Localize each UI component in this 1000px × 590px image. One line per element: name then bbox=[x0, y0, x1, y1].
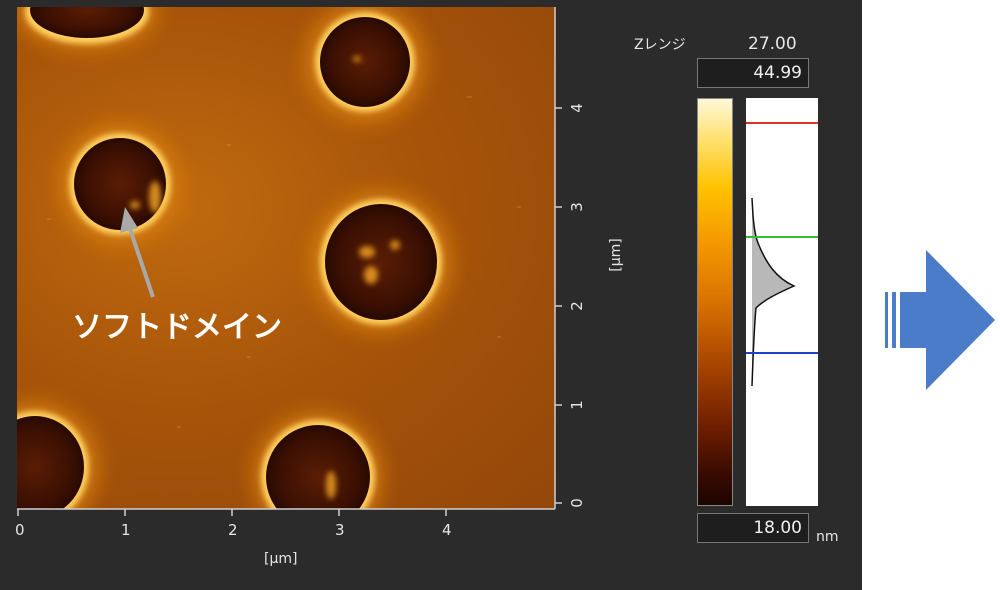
right-arrow-icon bbox=[885, 250, 995, 390]
afm-viewer-panel: ソフトドメイン 0 1 2 3 4 [μm] 0 1 bbox=[0, 0, 862, 590]
x-tick-label: 4 bbox=[442, 521, 452, 539]
z-max-field[interactable]: 44.99 bbox=[697, 58, 809, 88]
x-tick-label: 0 bbox=[15, 521, 25, 539]
x-tick-label: 3 bbox=[335, 521, 345, 539]
z-min-field[interactable]: 18.00 bbox=[697, 513, 809, 543]
afm-topography-image[interactable]: ソフトドメイン bbox=[17, 7, 555, 509]
height-histogram[interactable] bbox=[746, 98, 818, 506]
pointer-arrow-icon bbox=[120, 207, 155, 298]
y-axis-unit: [μm] bbox=[608, 238, 624, 271]
z-range-label: Zレンジ bbox=[634, 37, 686, 53]
y-tick-label: 2 bbox=[568, 301, 586, 311]
soft-domain-label: ソフトドメイン bbox=[72, 310, 282, 345]
x-tick-label: 2 bbox=[228, 521, 238, 539]
x-tick-label: 1 bbox=[121, 521, 131, 539]
y-tick-label: 1 bbox=[568, 400, 586, 410]
y-tick-label: 0 bbox=[568, 498, 586, 508]
soft-domain-shapes bbox=[17, 7, 437, 509]
x-axis-ticks: 0 1 2 3 4 bbox=[15, 521, 452, 539]
z-range-value: 27.00 bbox=[748, 34, 797, 54]
y-tick-label: 4 bbox=[568, 103, 586, 113]
histogram-svg bbox=[746, 122, 818, 387]
afm-image-svg: ソフトドメイン bbox=[17, 7, 521, 509]
height-color-scale bbox=[697, 98, 733, 506]
y-axis-ticks: 0 1 2 3 4 bbox=[568, 103, 586, 508]
axes-layer: 0 1 2 3 4 [μm] 0 1 2 3 4 [μm] bbox=[15, 7, 624, 567]
x-axis-unit: [μm] bbox=[264, 551, 297, 567]
y-tick-label: 3 bbox=[568, 202, 586, 212]
z-unit-label: nm bbox=[816, 529, 839, 545]
